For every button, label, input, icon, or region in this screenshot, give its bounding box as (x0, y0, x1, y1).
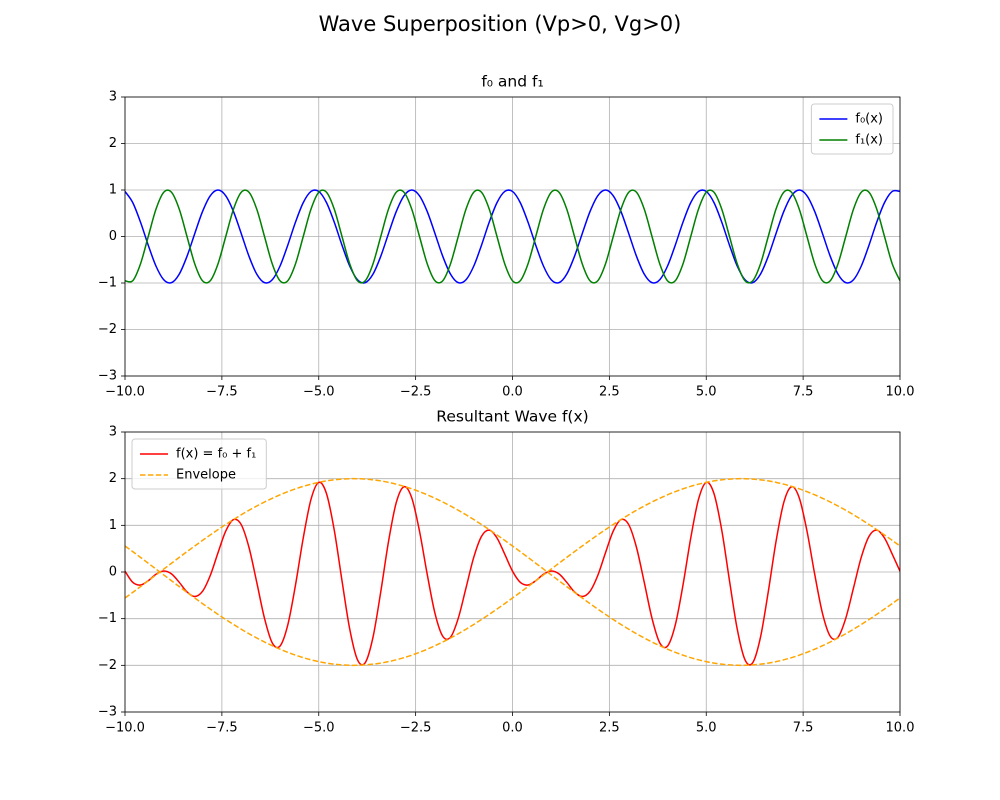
x-tick-label: −10.0 (105, 721, 145, 736)
legend-box (131, 438, 267, 490)
subplot-title: f₀ and f₁ (481, 73, 543, 91)
x-tick-label: 7.5 (793, 385, 814, 400)
x-tick-label: −2.5 (400, 385, 432, 400)
y-tick-label: 2 (109, 471, 117, 486)
y-tick-label: 1 (109, 183, 117, 198)
legend: f₀(x) f₁(x) (810, 103, 894, 155)
y-tick-label: −1 (98, 276, 117, 291)
y-tick-label: −3 (98, 705, 117, 720)
y-tick-label: −1 (98, 611, 117, 626)
x-tick-label: 2.5 (599, 385, 620, 400)
x-tick-label: −7.5 (206, 721, 238, 736)
series-line (125, 189, 900, 284)
x-tick-label: 5.0 (696, 721, 717, 736)
series-line (125, 477, 900, 667)
x-tick-label: 10.0 (886, 385, 915, 400)
y-tick-label: −2 (98, 658, 117, 673)
x-tick-label: −7.5 (206, 385, 238, 400)
x-tick-label: 5.0 (696, 385, 717, 400)
x-tick-label: −5.0 (303, 385, 335, 400)
y-tick-label: −3 (98, 369, 117, 384)
legend-box (810, 103, 894, 155)
x-tick-label: 10.0 (886, 721, 915, 736)
y-tick-label: 0 (109, 565, 117, 580)
y-tick-label: 3 (109, 425, 117, 440)
legend-label: Envelope (176, 468, 236, 483)
x-tick-label: 0.0 (502, 385, 523, 400)
subplot: Resultant Wave f(x) −10.0 −7.5 −5.0 −2.5 0.0 2… (98, 408, 915, 736)
axes-frame (124, 431, 901, 713)
legend-label: f(x) = f₀ + f₁ (176, 447, 256, 462)
series-line (125, 477, 900, 667)
x-tick-label: −2.5 (400, 721, 432, 736)
x-tick-label: −10.0 (105, 385, 145, 400)
axes-frame (124, 96, 901, 377)
y-tick-label: 2 (109, 136, 117, 151)
legend-label: f₁(x) (855, 133, 883, 148)
series-line (125, 481, 900, 666)
y-tick-label: 1 (109, 518, 117, 533)
x-tick-label: −5.0 (303, 721, 335, 736)
y-tick-label: −2 (98, 322, 117, 337)
legend-label: f₀(x) (855, 112, 883, 127)
x-tick-label: 0.0 (502, 721, 523, 736)
x-tick-label: 7.5 (793, 721, 814, 736)
series-line (125, 189, 900, 284)
subplot: f₀ and f₁−10.0 −7.5 −5.0 −2.5 0.0 2.5 5.0 7.5 10… (98, 73, 915, 400)
legend: f(x) = f₀ + f₁ Envelope (131, 438, 267, 490)
subplot-title: Resultant Wave f(x) (436, 408, 588, 426)
x-tick-label: 2.5 (599, 721, 620, 736)
figure-title: Wave Superposition (Vp>0, Vg>0) (319, 12, 682, 36)
y-tick-label: 3 (109, 90, 117, 105)
y-tick-label: 0 (109, 229, 117, 244)
